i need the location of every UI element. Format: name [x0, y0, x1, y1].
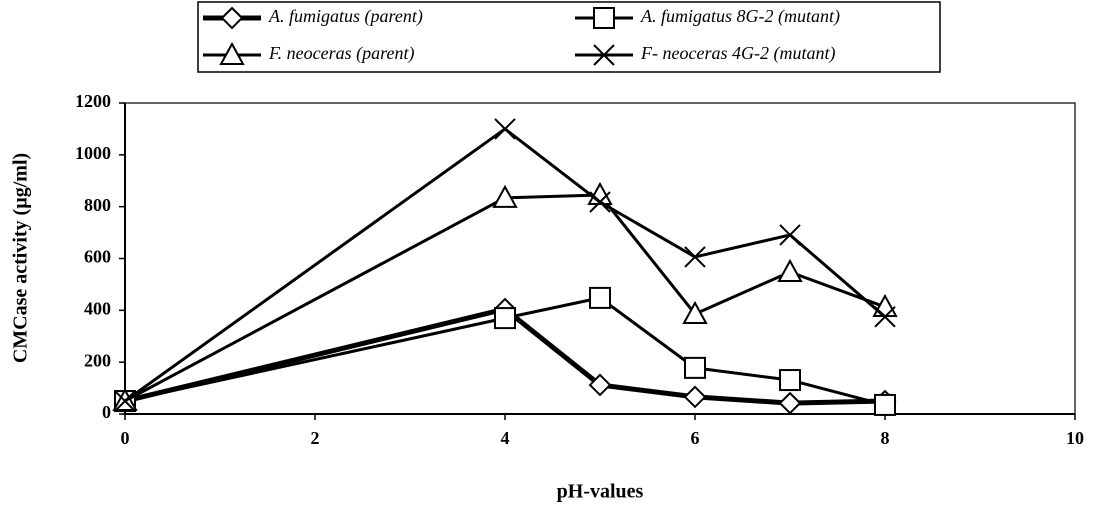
marker	[593, 7, 615, 29]
y-tick-label: 0	[102, 402, 111, 422]
marker	[683, 385, 707, 409]
marker	[874, 393, 896, 416]
x-tick-label: 4	[501, 428, 510, 448]
y-tick-label: 800	[84, 195, 111, 215]
marker	[593, 44, 615, 66]
marker	[492, 184, 518, 208]
series-line	[124, 127, 886, 403]
marker	[874, 306, 896, 328]
marker	[779, 224, 801, 246]
marker	[494, 118, 516, 140]
marker	[684, 356, 706, 379]
x-tick-label: 2	[311, 428, 320, 448]
y-axis-title: CMCase activity (µg/ml)	[10, 153, 32, 363]
y-tick-label: 200	[84, 350, 111, 370]
marker	[684, 246, 706, 268]
marker	[219, 41, 245, 65]
x-tick-label: 0	[121, 428, 130, 448]
y-tick-label: 1200	[75, 91, 111, 111]
x-tick-label: 10	[1066, 428, 1084, 448]
legend-label: A. fumigatus (parent)	[268, 6, 423, 27]
marker	[589, 191, 611, 213]
marker	[220, 6, 244, 30]
legend-label: A. fumigatus 8G-2 (mutant)	[640, 6, 840, 27]
x-tick-label: 6	[691, 428, 700, 448]
legend-label: F- neoceras 4G-2 (mutant)	[640, 43, 835, 64]
marker	[777, 258, 803, 282]
y-tick-label: 400	[84, 298, 111, 318]
series-line	[124, 306, 886, 406]
marker	[872, 293, 898, 317]
marker	[682, 300, 708, 324]
marker	[494, 307, 516, 330]
y-tick-label: 600	[84, 247, 111, 267]
marker	[778, 391, 802, 415]
marker	[114, 390, 136, 412]
x-axis-title: pH-values	[557, 481, 644, 503]
marker	[589, 286, 611, 309]
legend-box	[197, 1, 941, 73]
series-line	[124, 296, 886, 407]
marker	[779, 369, 801, 392]
marker	[588, 373, 612, 397]
legend-label: F. neoceras (parent)	[268, 43, 414, 64]
y-tick-label: 1000	[75, 143, 111, 163]
series-line	[124, 193, 886, 403]
x-tick-label: 8	[881, 428, 890, 448]
